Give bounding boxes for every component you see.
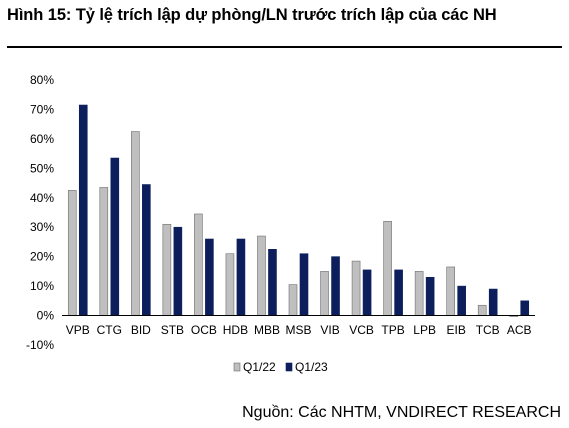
bar-q123 (299, 253, 309, 316)
x-tick-label: STB (161, 323, 184, 337)
y-axis: -10% 0% 10% 20% 30% 40% 50% 60% 70% 80% (26, 73, 54, 352)
bar-group-bid (131, 131, 151, 316)
figure-title: Hình 15: Tỷ lệ trích lập dự phòng/LN trư… (7, 6, 497, 24)
bar-q122 (257, 235, 266, 316)
y-tick-label: 80% (30, 73, 54, 87)
x-tick-label: MBB (254, 323, 280, 337)
bar-q123 (78, 104, 88, 316)
bar-q123 (236, 238, 246, 316)
x-tick-label: BID (131, 323, 151, 337)
bars (62, 104, 535, 317)
bar-q122 (446, 266, 455, 316)
bar-q123 (331, 256, 340, 316)
x-tick-label: TCB (476, 323, 500, 337)
bar-group-tcb (477, 288, 498, 316)
bar-q123 (142, 184, 151, 316)
x-tick-label: OCB (191, 323, 217, 337)
x-tick-label: EIB (446, 323, 465, 337)
bar-q122 (225, 253, 235, 316)
x-tick-label: ACB (507, 323, 532, 337)
bar-q122 (414, 271, 424, 316)
bar-q122 (351, 260, 361, 316)
bar-q122 (194, 213, 203, 316)
bar-group-msb (288, 253, 309, 316)
y-tick-label: 10% (30, 279, 54, 293)
bar-q122 (67, 190, 77, 316)
x-tick-label: LPB (413, 323, 436, 337)
y-tick-label: 60% (30, 132, 54, 146)
legend-label: Q1/23 (295, 360, 328, 374)
y-tick-label: -10% (26, 338, 54, 352)
bar-group-ocb (194, 213, 214, 316)
title-divider (7, 46, 562, 48)
x-tick-label: CTG (97, 323, 122, 337)
source-note: Nguồn: Các NHTM, VNDIRECT RESEARCH (242, 404, 561, 421)
bar-q122 (320, 271, 329, 316)
bar-q123 (205, 238, 214, 316)
bar-q123 (268, 249, 277, 316)
bar-group-vib (320, 256, 340, 316)
legend: Q1/22 Q1/23 (233, 360, 328, 374)
bar-group-hdb (225, 238, 246, 316)
x-tick-label: TPB (381, 323, 404, 337)
bar-q123 (362, 269, 372, 316)
bar-group-vpb (67, 104, 88, 316)
bar-q122 (477, 304, 487, 316)
bar-group-eib (446, 266, 466, 316)
bar-group-lpb (414, 271, 435, 316)
bar-group-vcb (351, 260, 372, 316)
bar-q123 (520, 300, 530, 316)
bar-group-tpb (383, 221, 403, 316)
bar-q123 (488, 288, 498, 316)
y-tick-label: 70% (30, 102, 54, 116)
x-tick-label: VPB (66, 323, 90, 337)
y-tick-label: 0% (37, 309, 55, 323)
bar-group-mbb (257, 235, 277, 316)
y-tick-label: 40% (30, 191, 54, 205)
bar-q123 (425, 276, 435, 316)
legend-swatch (285, 362, 293, 372)
x-tick-label: VCB (349, 323, 374, 337)
bar-group-acb (509, 300, 530, 317)
legend-swatch (233, 362, 241, 372)
bar-q122 (131, 131, 140, 316)
x-axis-labels: VPB CTG BID STB OCB HDB MBB MSB VIB VCB TPB LPB EIB T… (66, 323, 532, 337)
y-tick-label: 20% (30, 250, 54, 264)
x-tick-label: MSB (285, 323, 311, 337)
y-tick-label: 50% (30, 161, 54, 175)
bar-q122 (99, 187, 109, 316)
bar-q123 (394, 269, 403, 316)
bar-q123 (457, 285, 466, 316)
bar-group-ctg (99, 157, 120, 316)
bar-q122 (162, 223, 172, 316)
legend-label: Q1/22 (243, 360, 276, 374)
bar-q123 (110, 157, 120, 316)
x-tick-label: HDB (223, 323, 248, 337)
y-tick-label: 30% (30, 220, 54, 234)
bar-group-stb (162, 223, 183, 316)
bar-q123 (173, 226, 183, 316)
bar-q122 (288, 284, 298, 316)
x-tick-label: VIB (320, 323, 339, 337)
bar-q122 (383, 221, 392, 316)
